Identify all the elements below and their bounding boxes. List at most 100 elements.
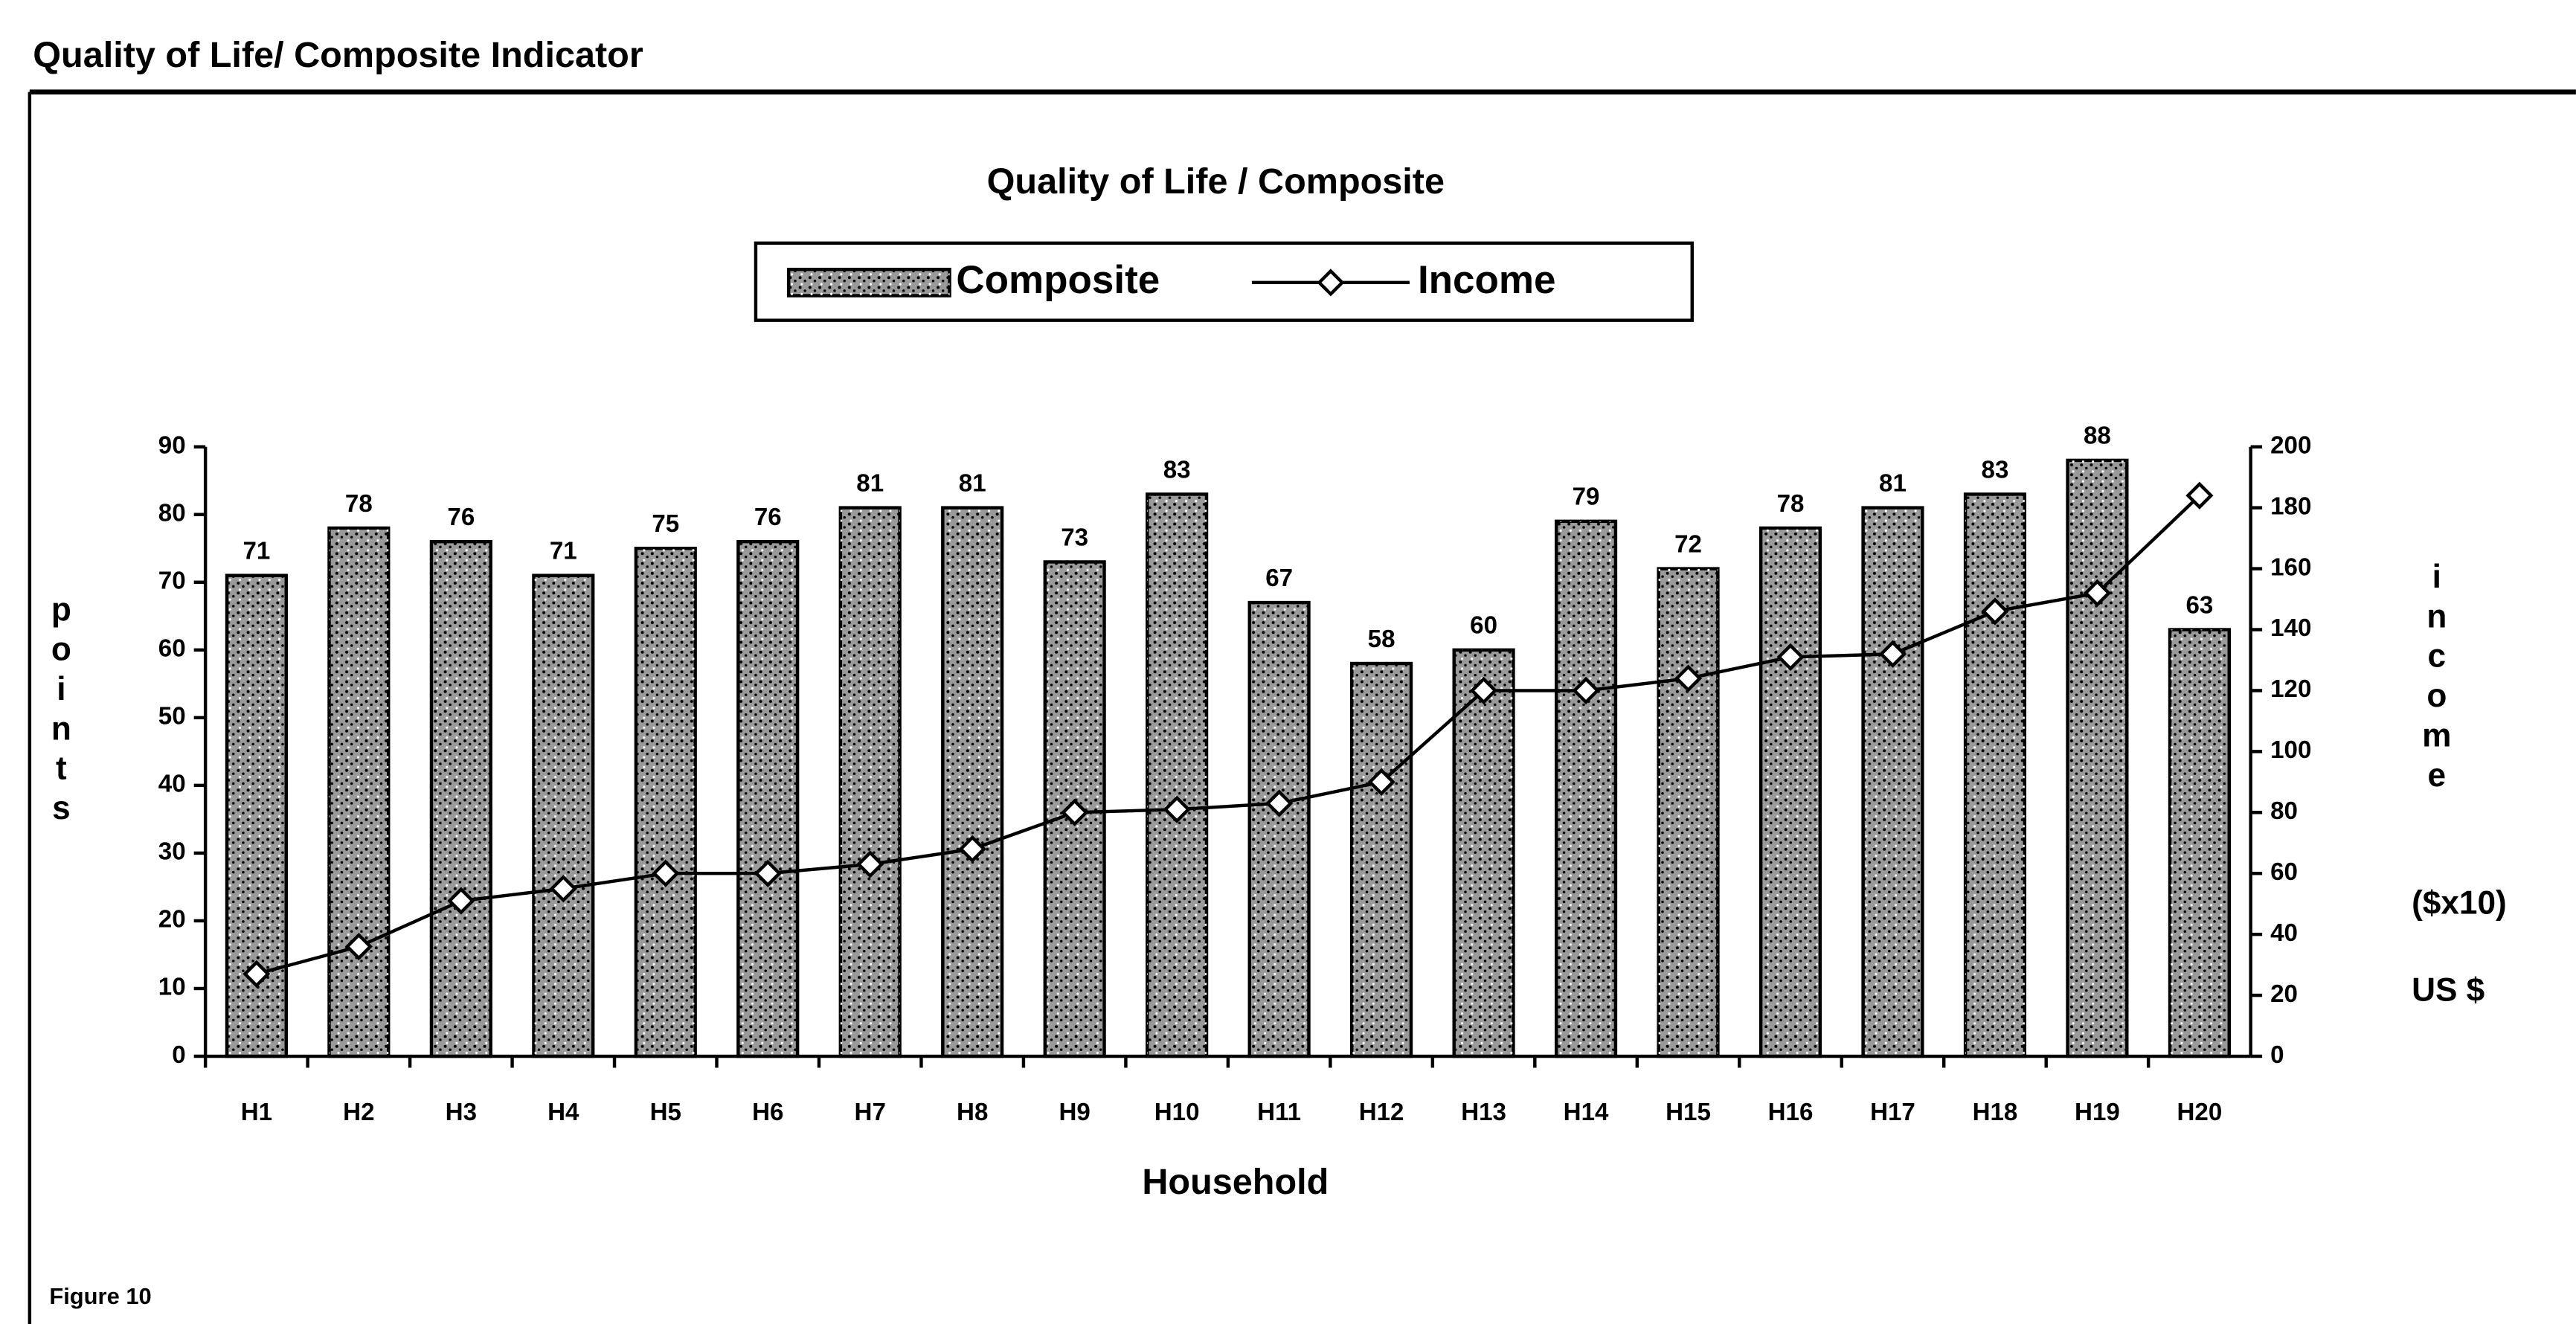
y-tick-label: 0 — [172, 1041, 185, 1069]
bar-value-label: 71 — [550, 537, 577, 565]
income-marker — [242, 960, 271, 988]
income-marker — [1367, 768, 1395, 796]
x-tick-label: H10 — [1154, 1099, 1200, 1126]
x-axis-label: Household — [1142, 1162, 1329, 1202]
bar-texture — [2067, 460, 2127, 1057]
income-marker — [1572, 676, 1600, 705]
income-marker — [856, 850, 884, 878]
income-marker — [1469, 676, 1498, 705]
legend-label: Income — [1418, 258, 1556, 302]
bar-value-label: 88 — [2084, 422, 2111, 450]
bar-value-label: 83 — [1163, 456, 1191, 483]
y2-axis-label: income — [2418, 559, 2455, 797]
x-tick-label: H3 — [446, 1099, 477, 1126]
y2-unit: US $ — [2412, 972, 2485, 1009]
x-tick-label: H13 — [1461, 1099, 1506, 1126]
bar-texture — [635, 548, 696, 1057]
bar-texture — [1965, 494, 2025, 1057]
bar-value-label: 72 — [1674, 530, 1702, 558]
y2-tick-label: 120 — [2270, 675, 2311, 703]
legend-box — [754, 241, 1694, 322]
income-marker — [1265, 789, 1294, 817]
x-tick-label: H14 — [1564, 1099, 1609, 1126]
bar-texture — [1147, 494, 1207, 1057]
y-tick-label: 30 — [158, 838, 186, 866]
bar-value-label: 76 — [447, 504, 475, 531]
income-marker — [1163, 795, 1191, 823]
bar-texture — [942, 507, 1003, 1057]
bar-texture — [1454, 649, 1514, 1057]
bar-value-label: 63 — [2185, 591, 2213, 619]
x-tick-label: H19 — [2075, 1099, 2120, 1126]
x-tick-label: H2 — [343, 1099, 374, 1126]
income-marker — [1674, 664, 1703, 692]
chart-title: Quality of Life / Composite — [987, 161, 1445, 202]
bar-texture — [1761, 527, 1820, 1057]
bar-texture — [1249, 602, 1309, 1057]
y-tick-label: 80 — [158, 499, 186, 527]
y2-tick-label: 80 — [2270, 797, 2298, 825]
x-tick-label: H18 — [1973, 1099, 2018, 1126]
x-tick-label: H17 — [1870, 1099, 1915, 1126]
bar-texture — [1658, 568, 1718, 1057]
y-tick-label: 60 — [158, 635, 186, 663]
bar-value-label: 71 — [242, 537, 270, 565]
bar-value-label: 81 — [1879, 469, 1907, 497]
x-tick-label: H8 — [957, 1099, 988, 1126]
bar-texture — [2170, 629, 2229, 1057]
bar-value-label: 73 — [1061, 524, 1088, 551]
bar-value-label: 67 — [1265, 565, 1293, 592]
bar-texture — [1863, 507, 1923, 1057]
y-tick-label: 70 — [158, 568, 186, 595]
legend-swatch-texture — [788, 269, 950, 296]
income-marker — [549, 875, 577, 903]
bar-value-label: 76 — [754, 504, 782, 531]
x-tick-label: H20 — [2177, 1099, 2223, 1126]
y-tick-label: 10 — [158, 974, 186, 1001]
income-marker — [447, 887, 475, 915]
income-marker — [958, 835, 986, 864]
x-tick-label: H1 — [241, 1099, 272, 1126]
page-header: Quality of Life/ Composite Indicator — [33, 35, 643, 75]
y-tick-label: 40 — [158, 771, 186, 798]
income-marker — [1061, 798, 1089, 826]
y2-tick-label: 140 — [2270, 614, 2311, 642]
x-tick-label: H5 — [650, 1099, 681, 1126]
bar-texture — [533, 575, 594, 1057]
income-marker — [2083, 579, 2112, 607]
y2-tick-label: 40 — [2270, 919, 2298, 947]
y2-tick-label: 180 — [2270, 492, 2311, 520]
y2-tick-label: 20 — [2270, 980, 2298, 1008]
x-tick-label: H12 — [1359, 1099, 1404, 1126]
bar-texture — [738, 542, 798, 1057]
x-tick-label: H7 — [855, 1099, 886, 1126]
y2-tick-label: 160 — [2270, 553, 2311, 581]
y2-tick-label: 0 — [2270, 1041, 2284, 1069]
bar-value-label: 60 — [1470, 612, 1497, 640]
x-tick-label: H16 — [1768, 1099, 1814, 1126]
x-tick-label: H9 — [1059, 1099, 1091, 1126]
x-tick-label: H15 — [1666, 1099, 1711, 1126]
bar-value-label: 81 — [856, 469, 884, 497]
income-line — [256, 494, 2201, 976]
legend-label: Composite — [956, 258, 1160, 302]
bar-texture — [329, 527, 389, 1057]
legend-marker — [1317, 269, 1345, 297]
bar-value-label: 83 — [1982, 456, 2009, 483]
y-tick-label: 20 — [158, 906, 186, 933]
bar-value-label: 78 — [345, 490, 373, 518]
income-marker — [754, 859, 782, 887]
y2-tick-label: 100 — [2270, 736, 2311, 764]
bar-texture — [1556, 521, 1616, 1057]
bar-value-label: 78 — [1777, 490, 1805, 518]
income-marker — [652, 859, 680, 887]
y-tick-label: 50 — [158, 703, 186, 730]
income-marker — [1981, 597, 2009, 626]
bar-value-label: 81 — [959, 469, 986, 497]
y2-unit: ($x10) — [2412, 885, 2507, 922]
x-tick-label: H11 — [1257, 1099, 1301, 1126]
bar-texture — [431, 542, 491, 1057]
income-marker — [1878, 640, 1907, 668]
y-axis-label: points — [43, 591, 80, 830]
